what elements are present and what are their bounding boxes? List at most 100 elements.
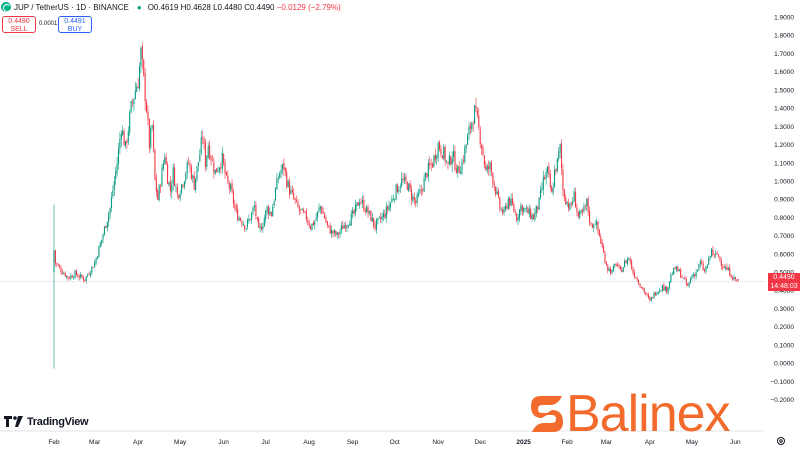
candle-body (374, 224, 376, 229)
tradingview-wordmark: TradingView (27, 416, 89, 428)
candle-body (598, 230, 600, 236)
candle-body (716, 252, 718, 254)
candle-body (378, 216, 380, 218)
candle-body (437, 143, 439, 158)
candle-body (712, 249, 714, 256)
candle-body (262, 226, 264, 230)
candle-body (145, 101, 148, 113)
balinex-wordmark: Balinex (566, 385, 731, 443)
candle-body (389, 203, 392, 207)
symbol-title[interactable]: JUP / TetherUS · 1D · BINANCE (14, 2, 129, 12)
candle-body (667, 287, 669, 293)
candle-body (610, 268, 612, 274)
candle-body (440, 148, 442, 155)
candle-body (671, 274, 673, 276)
candle-body (509, 197, 511, 206)
candle-body (210, 156, 212, 161)
candle-body (151, 125, 153, 128)
candle-body (654, 292, 657, 296)
candle-body (274, 188, 277, 201)
candle-body (518, 209, 521, 219)
candle-body (245, 228, 247, 229)
candle-body (433, 155, 435, 167)
candle-body (666, 286, 668, 293)
candle-body (87, 274, 89, 277)
candle-body (570, 203, 572, 205)
candle-body (705, 267, 707, 272)
candle-body (370, 210, 372, 221)
candle-body (645, 292, 647, 295)
candle-body (220, 167, 222, 169)
candle-body (584, 205, 586, 206)
candle-body (471, 122, 473, 130)
candle-body (259, 226, 261, 229)
tradingview-logo[interactable]: TradingView (4, 416, 89, 428)
candle-body (673, 267, 675, 275)
candle-body (116, 163, 118, 173)
candle-body (84, 279, 86, 281)
y-tick-label: 1.4000 (774, 106, 794, 113)
candle-body (228, 182, 230, 189)
candle-body (628, 258, 630, 260)
candle-body (462, 160, 464, 162)
candle-body (234, 204, 236, 208)
candle-body (621, 269, 623, 273)
candle-body (269, 211, 271, 215)
candle-body (464, 147, 466, 162)
candle-body (552, 187, 554, 194)
candle-body (336, 232, 338, 235)
candle-body (280, 169, 282, 174)
candle-body (91, 266, 93, 273)
candle-body (640, 286, 642, 288)
candle-body (632, 268, 634, 273)
candle-body (528, 208, 530, 215)
y-tick-label: 0.6000 (774, 251, 794, 258)
candle-body (416, 194, 418, 203)
candle-body (441, 155, 443, 159)
candle-body (694, 274, 696, 277)
candle-body (61, 272, 63, 274)
candle-body (422, 189, 424, 191)
candle-body (479, 128, 481, 145)
candle-body (294, 198, 296, 200)
candle-body (387, 206, 389, 210)
sell-button[interactable]: 0.4490 SELL (2, 16, 36, 33)
candle-body (399, 187, 401, 189)
candle-body (216, 168, 218, 173)
candle-body (709, 256, 711, 258)
candle-body (241, 221, 243, 225)
spread-value: 0.0001 (39, 21, 58, 27)
candle-body (625, 260, 627, 264)
candle-body (420, 189, 422, 191)
candle-body (573, 191, 575, 202)
candle-body (148, 119, 150, 148)
candle-body (601, 242, 603, 247)
candle-body (95, 258, 97, 264)
buy-button[interactable]: 0.4491 BUY (58, 16, 92, 33)
candle-body (343, 225, 345, 229)
candle-body (227, 175, 229, 182)
candle-body (73, 277, 75, 279)
candle-body (426, 173, 428, 178)
candle-body (82, 277, 84, 281)
candle-body (115, 171, 117, 180)
candle-body (503, 208, 505, 213)
y-tick-label: 1.9000 (774, 15, 794, 22)
chart-header: JUP / TetherUS · 1D · BINANCE ● O0.4619 … (0, 0, 341, 14)
candle-body (535, 205, 537, 214)
candle-body (255, 204, 257, 217)
candle-body (710, 248, 713, 257)
candle-body (642, 287, 644, 290)
x-tick-label: Mar (601, 439, 613, 446)
candle-body (144, 73, 146, 102)
candle-body (572, 201, 574, 204)
candle-body (286, 171, 288, 188)
candle-body (559, 143, 561, 153)
candle-body (231, 183, 233, 193)
x-tick-label: Apr (133, 439, 144, 446)
candle-body (186, 161, 188, 174)
candle-body (622, 267, 624, 273)
gear-icon[interactable] (776, 436, 786, 446)
candle-body (472, 124, 474, 126)
